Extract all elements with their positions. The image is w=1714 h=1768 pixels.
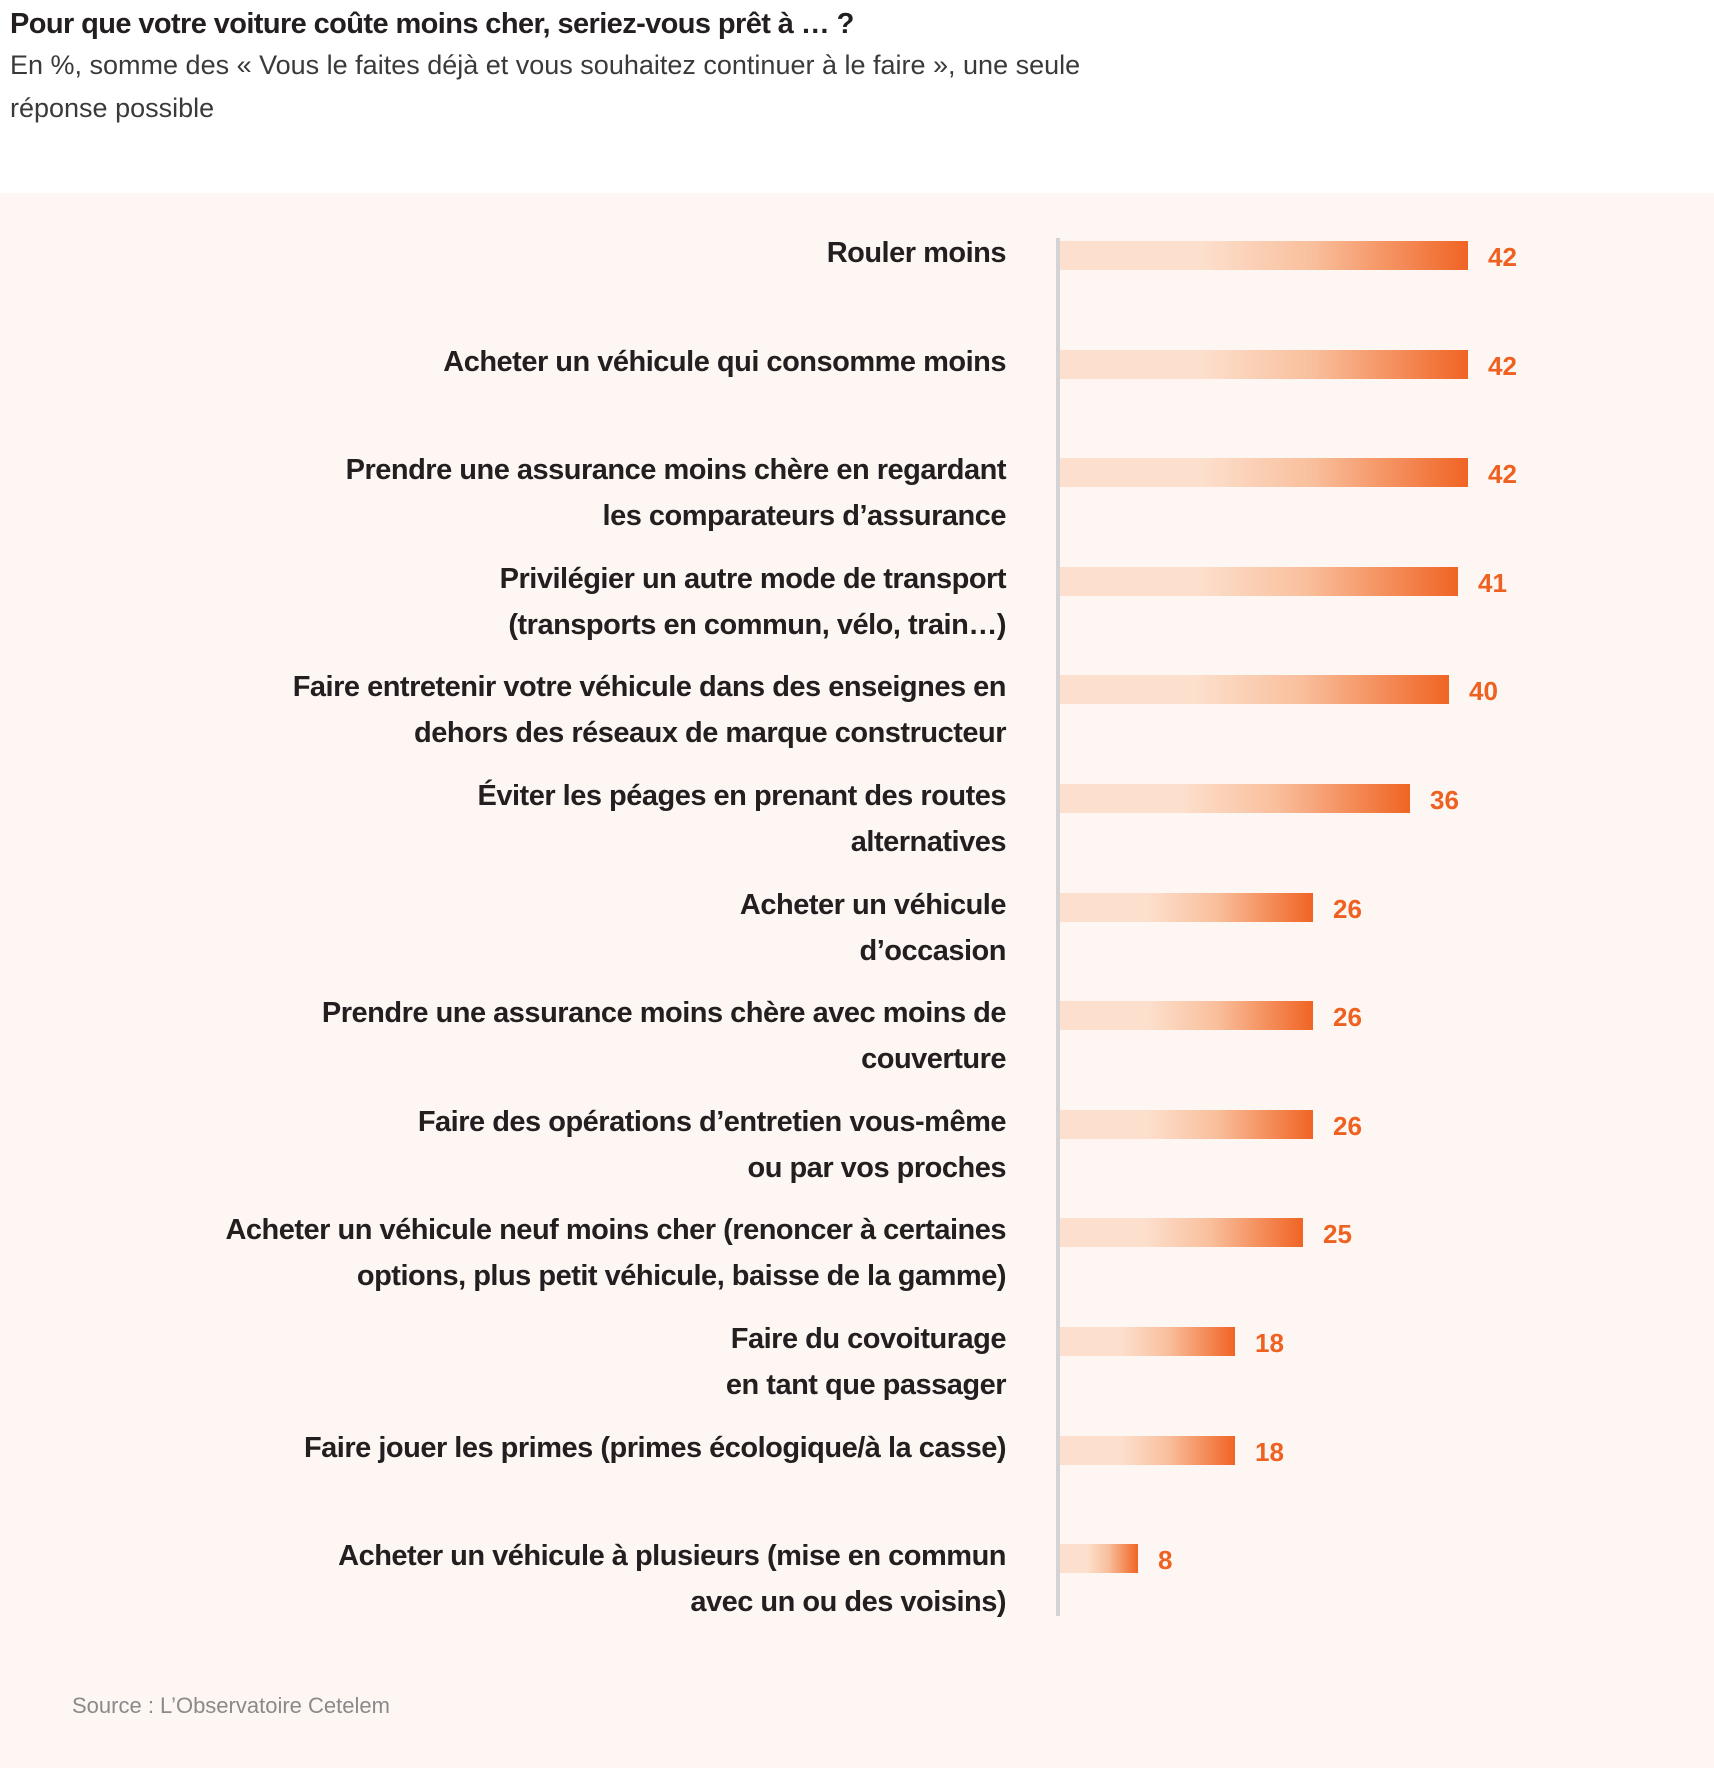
category-label-line: (transports en commun, vélo, train…) — [508, 609, 1006, 641]
category-label-line: Prendre une assurance moins chère avec m… — [321, 997, 1007, 1029]
bar — [1060, 1436, 1235, 1465]
bar-value-label: 18 — [1255, 1328, 1284, 1358]
category-label: Rouler moins — [106, 230, 1007, 276]
category-label-line: Faire du covoiturage — [730, 1323, 1007, 1355]
category-label-line: dehors des réseaux de marque constructeu… — [414, 717, 1006, 749]
category-label-line: Acheter un véhicule qui consomme moins — [443, 346, 1006, 378]
bar — [1060, 350, 1468, 379]
category-label: Acheter un véhicule d’occasion — [106, 882, 1007, 974]
category-label-line: Faire jouer les primes (primes écologiqu… — [303, 1432, 1007, 1464]
category-label-line: Prendre une assurance moins chère en reg… — [345, 454, 1007, 486]
category-label-line: avec un ou des voisins) — [690, 1586, 1006, 1618]
bar-value-label: 36 — [1430, 785, 1459, 815]
category-label-line: alternatives — [850, 826, 1007, 858]
bar — [1060, 893, 1313, 922]
bar-value-label: 42 — [1488, 459, 1517, 489]
bar — [1060, 1544, 1138, 1573]
category-label: Faire entretenir votre véhicule dans des… — [106, 664, 1007, 756]
chart-header: Pour que votre voiture coûte moins cher,… — [10, 4, 1210, 130]
bar-value-label: 25 — [1323, 1219, 1352, 1249]
bar — [1060, 241, 1468, 270]
category-label-line: couverture — [861, 1043, 1006, 1075]
category-label-line: Acheter un véhicule neuf moins cher (ren… — [225, 1214, 1006, 1246]
y-axis-line — [1056, 238, 1060, 1616]
category-label: Prendre une assurance moins chère avec m… — [106, 990, 1007, 1082]
chart-panel — [0, 193, 1714, 1768]
category-label: Faire du covoiturage en tant que passager — [106, 1316, 1007, 1408]
category-label: Prendre une assurance moins chère en reg… — [106, 447, 1007, 539]
chart-subtitle: En %, somme des « Vous le faites déjà et… — [10, 50, 1081, 123]
category-label-line: d’occasion — [859, 935, 1007, 967]
bar-value-label: 18 — [1255, 1437, 1284, 1467]
category-label-line: options, plus petit véhicule, baisse de … — [356, 1260, 1007, 1292]
bar-value-label: 26 — [1333, 1002, 1362, 1032]
category-label: Acheter un véhicule à plusieurs (mise en… — [106, 1533, 1006, 1625]
bar — [1060, 567, 1458, 596]
category-label-line: Rouler moins — [826, 237, 1007, 269]
category-label-line: Acheter un véhicule — [739, 889, 1007, 921]
category-label: Faire jouer les primes (primes écologiqu… — [106, 1425, 1007, 1471]
category-label-line: en tant que passager — [725, 1369, 1007, 1401]
bar-value-label: 8 — [1158, 1545, 1173, 1575]
category-label-line: ou par vos proches — [747, 1152, 1006, 1184]
category-label-line: Faire entretenir votre véhicule dans des… — [292, 671, 1007, 703]
bar-value-label: 26 — [1333, 1111, 1362, 1141]
category-label-line: Privilégier un autre mode de transport — [499, 563, 1007, 595]
bar — [1060, 675, 1449, 704]
source-note: Source : L’Observatoire Cetelem — [72, 1693, 390, 1718]
bar — [1060, 458, 1468, 487]
category-label: Acheter un véhicule qui consomme moins — [106, 339, 1006, 385]
bar-value-label: 42 — [1488, 351, 1517, 381]
category-label-line: les comparateurs d’assurance — [602, 500, 1007, 532]
chart-title: Pour que votre voiture coûte moins cher,… — [10, 8, 854, 40]
category-label-line: Faire des opérations d’entretien vous-mê… — [417, 1106, 1007, 1138]
category-label: Éviter les péages en prenant des routes a… — [106, 773, 1007, 865]
bar-value-label: 42 — [1488, 242, 1517, 272]
bar — [1060, 1001, 1313, 1030]
bar-value-label: 41 — [1478, 568, 1507, 598]
bar — [1060, 1110, 1313, 1139]
category-label: Acheter un véhicule neuf moins cher (ren… — [106, 1207, 1006, 1299]
bar — [1060, 784, 1410, 813]
bar-value-label: 40 — [1469, 676, 1498, 706]
category-label-line: Acheter un véhicule à plusieurs (mise en… — [338, 1540, 1006, 1572]
bar — [1060, 1327, 1235, 1356]
bar-value-label: 26 — [1333, 894, 1362, 924]
category-label-line: Éviter les péages en prenant des routes — [477, 780, 1007, 812]
bar — [1060, 1218, 1303, 1247]
category-label: Privilégier un autre mode de transport (t… — [106, 556, 1007, 648]
category-label: Faire des opérations d’entretien vous-mê… — [106, 1099, 1007, 1191]
